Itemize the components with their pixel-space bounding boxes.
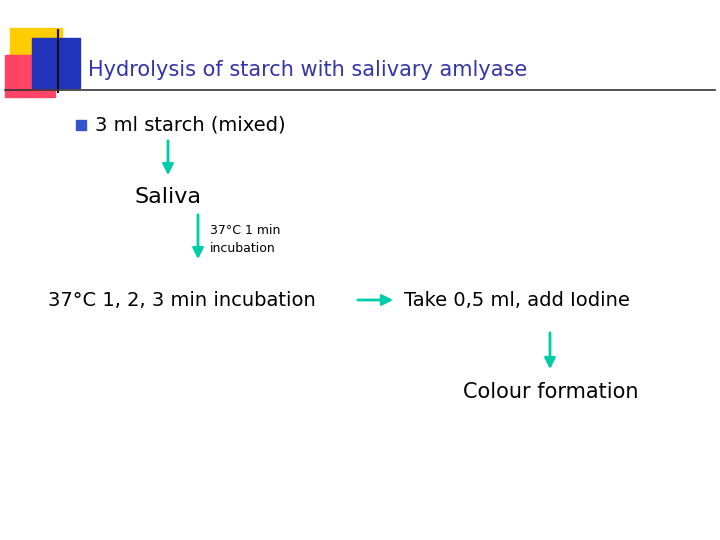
Text: 37°C 1, 2, 3 min incubation: 37°C 1, 2, 3 min incubation: [48, 291, 316, 309]
Text: Saliva: Saliva: [135, 187, 202, 207]
Text: Take 0,5 ml, add Iodine: Take 0,5 ml, add Iodine: [404, 291, 630, 309]
Bar: [32, 38, 80, 88]
Bar: [76, 120, 86, 130]
Text: 3 ml starch (mixed): 3 ml starch (mixed): [95, 116, 286, 134]
Text: Hydrolysis of starch with salivary amlyase: Hydrolysis of starch with salivary amlya…: [88, 60, 527, 80]
Text: 37°C 1 min
incubation: 37°C 1 min incubation: [210, 225, 280, 255]
Bar: [5, 55, 55, 97]
Bar: [10, 28, 62, 80]
Text: Colour formation: Colour formation: [463, 382, 639, 402]
